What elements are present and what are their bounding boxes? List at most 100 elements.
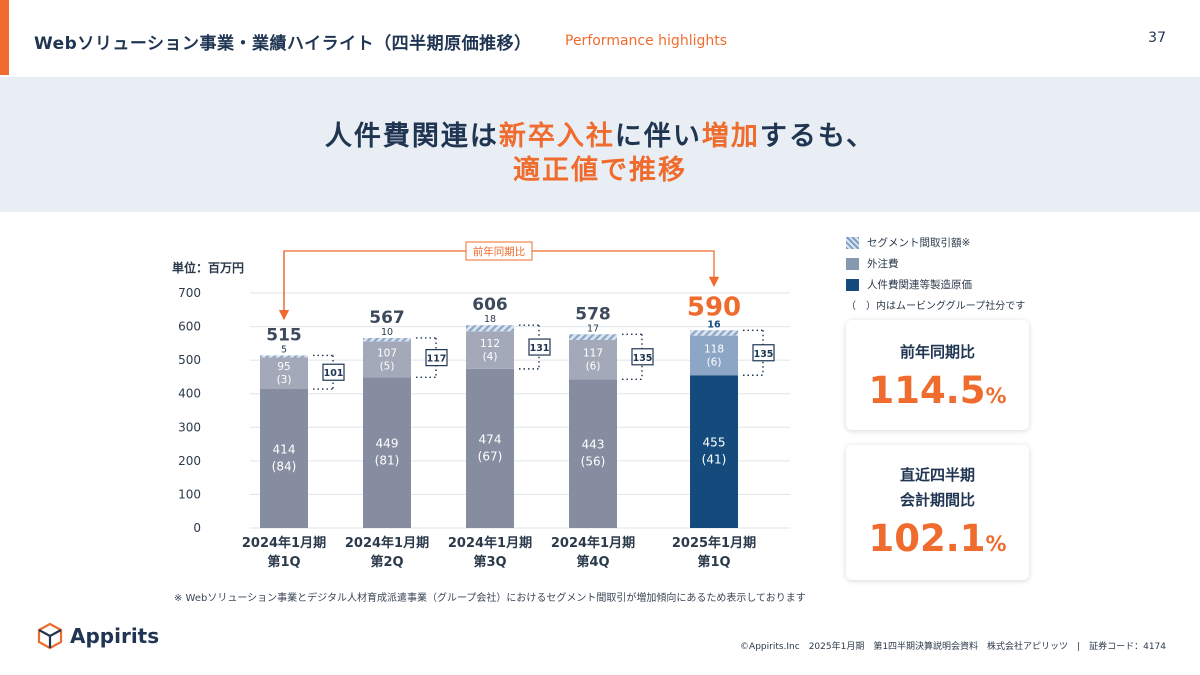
bar-bracket-value: 101 bbox=[324, 368, 344, 379]
footnote: ※ Webソリューション事業とデジタル人材育成派遣事業（グループ会社）におけるセ… bbox=[174, 593, 806, 604]
headline-part-a: 人件費関連は bbox=[324, 121, 499, 152]
bar-outsourcing bbox=[569, 340, 617, 380]
x-tick-label: 2024年1月期 bbox=[448, 535, 532, 551]
headline-line-1: 人件費関連は新卒入社に伴い増加するも、 bbox=[0, 114, 1200, 153]
legend-item-segment: セグメント間取引額※ bbox=[846, 232, 1025, 253]
bar-labor-value: 474 bbox=[479, 432, 502, 446]
bar-outsourcing-value: 112 bbox=[480, 338, 500, 350]
legend-label: 外注費 bbox=[867, 258, 899, 270]
qoq-label-line1: 直近四半期 bbox=[899, 466, 975, 484]
footer-copyright: ©Appirits.Inc 2025年1月期 第1四半期決算説明会資料 株式会社… bbox=[740, 642, 1166, 652]
bar-labor-sub: (56) bbox=[581, 455, 606, 469]
qoq-unit: % bbox=[985, 532, 1007, 556]
y-tick-label: 700 bbox=[178, 286, 201, 300]
logo-text: Appirits bbox=[70, 624, 160, 648]
bar-bracket-box bbox=[425, 349, 448, 367]
bar-outsourcing bbox=[690, 335, 738, 376]
legend-note: （ ）内はムービンググループ社分です bbox=[846, 301, 1026, 312]
bar-bracket-box bbox=[322, 363, 345, 381]
bar-bracket bbox=[313, 354, 334, 390]
bar-outsourcing bbox=[260, 357, 308, 390]
bar-outsourcing-sub: (4) bbox=[483, 351, 498, 363]
y-tick-label: 100 bbox=[178, 487, 201, 501]
y-tick-label: 0 bbox=[193, 521, 201, 535]
bar-bracket-value: 135 bbox=[633, 353, 653, 364]
bar-outsourcing bbox=[363, 341, 411, 378]
yoy-unit: % bbox=[985, 384, 1007, 408]
chart-legend: セグメント間取引額※ 外注費 人件費関連等製造原価 （ ）内はムービンググループ… bbox=[846, 232, 1025, 312]
bar-labor bbox=[466, 368, 514, 528]
bar-bracket-box bbox=[631, 348, 654, 366]
y-tick-label: 200 bbox=[178, 454, 201, 468]
headline-line-2: 適正値で推移 bbox=[513, 155, 687, 186]
bar-labor-sub: (84) bbox=[272, 460, 297, 474]
hatched-square-icon bbox=[846, 236, 859, 249]
headline-part-b: 新卒入社 bbox=[498, 121, 615, 152]
bar-bracket bbox=[622, 333, 643, 380]
bar-segment bbox=[466, 325, 514, 332]
qoq-card-label: 直近四半期会計期間比 bbox=[846, 463, 1029, 513]
unit-label: 単位：百万円 bbox=[172, 260, 244, 275]
bar-bracket-value: 117 bbox=[427, 354, 447, 365]
bar-total-value: 578 bbox=[575, 304, 611, 324]
bar-bracket-box bbox=[528, 338, 551, 356]
bar-labor-value: 455 bbox=[703, 436, 726, 450]
company-logo: Appirits bbox=[36, 622, 159, 650]
bar-segment bbox=[260, 355, 308, 358]
legend-item-labor: 人件費関連等製造原価 bbox=[846, 274, 1025, 295]
bar-segment-value: 17 bbox=[587, 323, 599, 334]
x-tick-label: 2024年1月期 bbox=[345, 535, 429, 551]
bar-bracket bbox=[743, 329, 764, 376]
bar-bracket bbox=[416, 337, 437, 378]
bar-labor-sub: (67) bbox=[478, 449, 503, 463]
bar-labor-sub: (41) bbox=[702, 453, 727, 467]
y-tick-label: 400 bbox=[178, 387, 201, 401]
bar-outsourcing-sub: (6) bbox=[586, 361, 601, 373]
yoy-value: 114.5 bbox=[868, 369, 986, 412]
headline-part-c: に伴い bbox=[614, 121, 702, 152]
bar-total-value: 567 bbox=[369, 308, 405, 328]
page-title: Webソリューション事業・業績ハイライト（四半期原価推移） bbox=[34, 34, 532, 54]
bar-labor-value: 443 bbox=[582, 438, 605, 452]
bar-labor-sub: (81) bbox=[375, 454, 400, 468]
legend-item-outsourcing: 外注費 bbox=[846, 253, 1025, 274]
bar-bracket bbox=[519, 324, 540, 370]
y-tick-label: 300 bbox=[178, 420, 201, 434]
qoq-value: 102.1 bbox=[868, 517, 986, 560]
bar-outsourcing-value: 118 bbox=[704, 343, 724, 355]
legend-label: 人件費関連等製造原価 bbox=[867, 279, 972, 291]
yoy-card-value: 114.5% bbox=[846, 369, 1029, 412]
bar-segment-value: 10 bbox=[381, 327, 393, 338]
x-tick-label: 2024年1月期 bbox=[551, 535, 635, 551]
qoq-card-value: 102.1% bbox=[846, 517, 1029, 560]
bar-bracket-box bbox=[752, 344, 775, 362]
qoq-card: 直近四半期会計期間比 102.1% bbox=[846, 445, 1029, 580]
x-tick-label: 第3Q bbox=[473, 554, 506, 570]
legend-label: セグメント間取引額※ bbox=[867, 237, 971, 249]
bar-segment bbox=[690, 330, 738, 336]
cube-logo-icon bbox=[37, 622, 63, 650]
qoq-label-line2: 会計期間比 bbox=[899, 491, 975, 509]
bar-outsourcing-sub: (5) bbox=[380, 360, 395, 372]
bar-labor-value: 414 bbox=[273, 443, 296, 457]
x-tick-label: 第2Q bbox=[370, 554, 403, 570]
bar-segment-value: 5 bbox=[281, 344, 287, 355]
gray-square-icon bbox=[846, 257, 859, 270]
bar-segment bbox=[363, 337, 411, 342]
bar-outsourcing bbox=[466, 331, 514, 369]
bar-bracket-value: 131 bbox=[530, 343, 550, 354]
bar-outsourcing-value: 117 bbox=[583, 348, 603, 360]
bar-labor bbox=[363, 377, 411, 528]
headline-part-e: するも、 bbox=[759, 121, 876, 152]
navy-square-icon bbox=[846, 278, 859, 291]
y-tick-label: 600 bbox=[178, 320, 201, 334]
header-accent-bar bbox=[0, 0, 9, 75]
bar-bracket-value: 135 bbox=[754, 349, 774, 360]
bar-outsourcing-value: 95 bbox=[277, 361, 290, 373]
bar-labor-value: 449 bbox=[376, 437, 399, 451]
headline-part-d: 増加 bbox=[701, 121, 760, 152]
x-tick-label: 2025年1月期 bbox=[672, 535, 756, 551]
x-tick-label: 第1Q bbox=[697, 554, 730, 570]
headline-banner bbox=[0, 77, 1200, 212]
